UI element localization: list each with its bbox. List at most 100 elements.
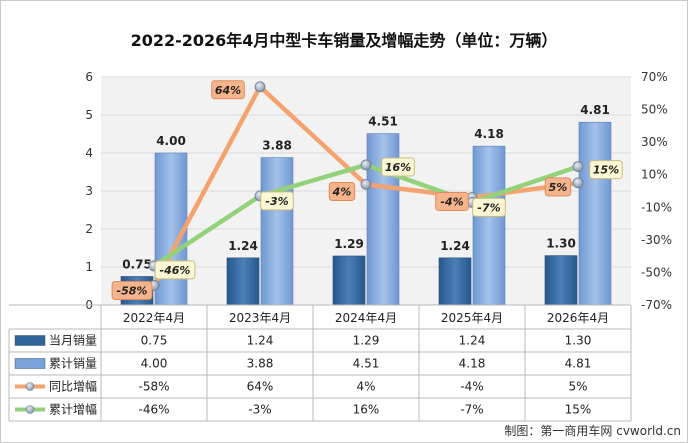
table-cell: -7% <box>460 403 483 417</box>
table-cell: 1.30 <box>565 334 592 348</box>
bar-monthly-label: 1.24 <box>228 239 258 253</box>
right-tick-label: 30% <box>641 135 668 149</box>
yoy-label-group: -4% <box>435 192 469 212</box>
yoy-label: 4% <box>332 185 352 198</box>
ytd-label: 16% <box>385 161 411 174</box>
ytd-label-group: -7% <box>472 197 506 217</box>
yoy-label-box <box>435 192 469 212</box>
table-cell: 1.29 <box>353 334 380 348</box>
ytd-label-group: 15% <box>589 160 623 180</box>
bar-cumulative <box>260 157 294 306</box>
right-tick-label: -10% <box>641 200 672 214</box>
ytd-label: -46% <box>160 264 191 277</box>
legend-swatch-bar <box>14 358 46 369</box>
category-label: 2026年4月 <box>547 311 609 325</box>
bar-cumulative-label: 4.51 <box>368 115 398 129</box>
bar-monthly-label: 1.29 <box>334 237 364 251</box>
yoy-label: 5% <box>549 181 568 194</box>
bar-cumulative-label: 3.88 <box>262 139 292 153</box>
table-cell: 3.88 <box>247 357 274 371</box>
ytd-label-box <box>472 197 506 217</box>
ytd-marker <box>572 161 584 172</box>
ytd-marker <box>360 159 372 171</box>
ytd-label-group: -3% <box>260 191 294 211</box>
legend-label: 累计增幅 <box>49 402 97 417</box>
category-label: 2024年4月 <box>335 311 397 325</box>
yoy-label-group: -58% <box>111 280 153 300</box>
ytd-label-box <box>589 160 623 180</box>
left-tick-label: 4 <box>85 146 93 160</box>
bar-monthly <box>544 255 578 306</box>
ytd-label: -7% <box>477 201 500 214</box>
right-tick-label: 10% <box>641 168 668 182</box>
category-label: 2025年4月 <box>441 311 503 325</box>
table-cell: 64% <box>247 380 274 394</box>
yoy-label: -58% <box>117 284 148 297</box>
ytd-label-box <box>381 157 415 177</box>
table-cell: 4.00 <box>141 357 168 371</box>
table-cell: 4.51 <box>353 357 380 371</box>
table-cell: 4.18 <box>459 357 486 371</box>
yoy-marker <box>254 81 266 93</box>
left-tick-label: 3 <box>85 184 93 198</box>
yoy-label-group: 5% <box>544 177 572 197</box>
table-cell: -3% <box>248 403 271 417</box>
bar-monthly-label: 0.75 <box>122 258 152 272</box>
table-cell: 16% <box>353 403 380 417</box>
left-tick-label: 6 <box>85 70 93 84</box>
ytd-label-group: -46% <box>154 260 196 280</box>
category-label: 2022年4月 <box>123 311 185 325</box>
table-cell: 1.24 <box>459 334 486 348</box>
ytd-label-group: 16% <box>381 157 415 177</box>
category-label: 2023年4月 <box>229 311 291 325</box>
legend-swatch-marker <box>25 405 35 414</box>
table-cell: -4% <box>460 380 483 394</box>
left-tick-label: 2 <box>85 222 93 236</box>
table-cell: 4.81 <box>565 357 592 371</box>
table-cell: 15% <box>565 403 592 417</box>
table-cell: 0.75 <box>141 334 168 348</box>
table-cell: -46% <box>138 403 169 417</box>
bar-monthly-label: 1.30 <box>546 237 576 251</box>
legend-label: 当月销量 <box>49 334 97 348</box>
yoy-label-box <box>328 181 356 201</box>
table-cell: 5% <box>568 380 587 394</box>
right-tick-label: -30% <box>641 233 672 247</box>
yoy-label-box <box>211 80 245 100</box>
bar-cumulative-label: 4.18 <box>474 127 504 141</box>
bar-monthly-label: 1.24 <box>440 239 470 253</box>
bar-monthly <box>226 257 260 306</box>
bar-cumulative <box>472 145 506 306</box>
bar-cumulative <box>578 121 612 306</box>
yoy-label-group: 4% <box>328 181 356 201</box>
yoy-marker <box>572 177 584 189</box>
legend-swatch-marker <box>25 382 35 391</box>
bar-cumulative-label: 4.00 <box>156 134 186 148</box>
legend-label: 累计销量 <box>49 357 97 371</box>
table-cell: 4% <box>356 380 375 394</box>
ytd-label: 15% <box>593 164 619 177</box>
table-cell: -58% <box>138 380 169 394</box>
ytd-label-box <box>154 260 196 280</box>
right-tick-label: 50% <box>641 103 668 117</box>
bar-cumulative-label: 4.81 <box>580 103 610 117</box>
right-tick-label: 70% <box>641 70 668 84</box>
left-tick-label: 1 <box>85 260 93 274</box>
left-tick-label: 5 <box>85 108 93 122</box>
ytd-label-box <box>260 191 294 211</box>
yoy-marker <box>360 179 372 190</box>
credit-text: 制图：第一商用车网 cvworld.cn <box>504 423 681 438</box>
right-axis: 70% 50% 30% 10% -10% -30% -50% -70% <box>641 70 672 312</box>
right-tick-label: -50% <box>641 265 672 279</box>
table-cell: 1.24 <box>247 334 274 348</box>
yoy-label: -4% <box>440 196 463 209</box>
bar-monthly <box>438 257 472 306</box>
bar-monthly <box>332 255 366 306</box>
yoy-label-box <box>111 280 153 300</box>
ytd-label: -3% <box>265 195 288 208</box>
yoy-label-group: 64% <box>211 80 245 100</box>
